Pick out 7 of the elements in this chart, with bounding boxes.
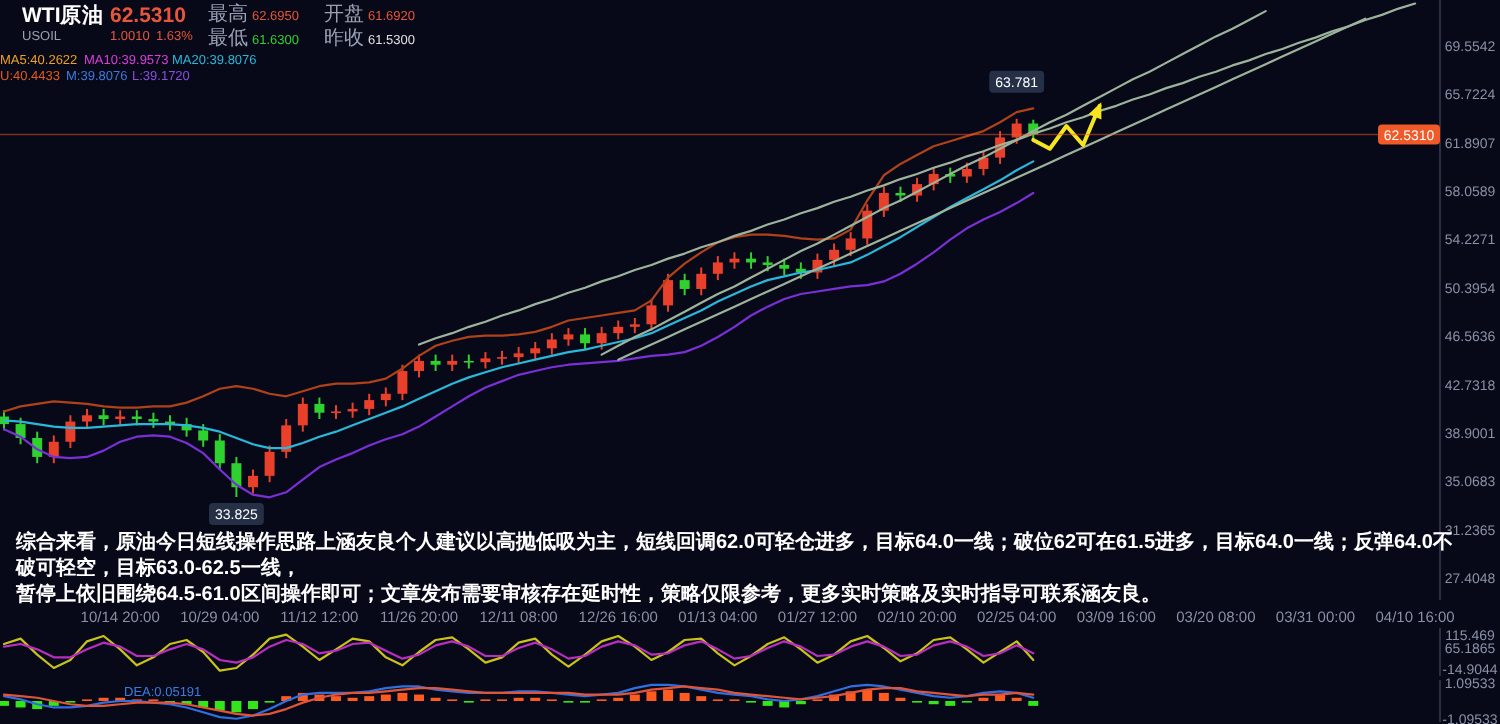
annotation: 昨收 — [324, 26, 364, 50]
annotation: 最高 — [208, 2, 248, 26]
annotation: WTI原油 — [22, 2, 105, 28]
annotation: 最低 — [208, 28, 248, 50]
annotation: 开盘 — [324, 2, 364, 26]
annotation: 62.5310 — [110, 4, 187, 28]
annotation: 暂停上依旧围绕64.5-61.0区间操作即可；文章发布需要审核存在延时性，策略仅限参考，更多实时策略及实时指导可联系涵友良。 — [14, 582, 1161, 606]
